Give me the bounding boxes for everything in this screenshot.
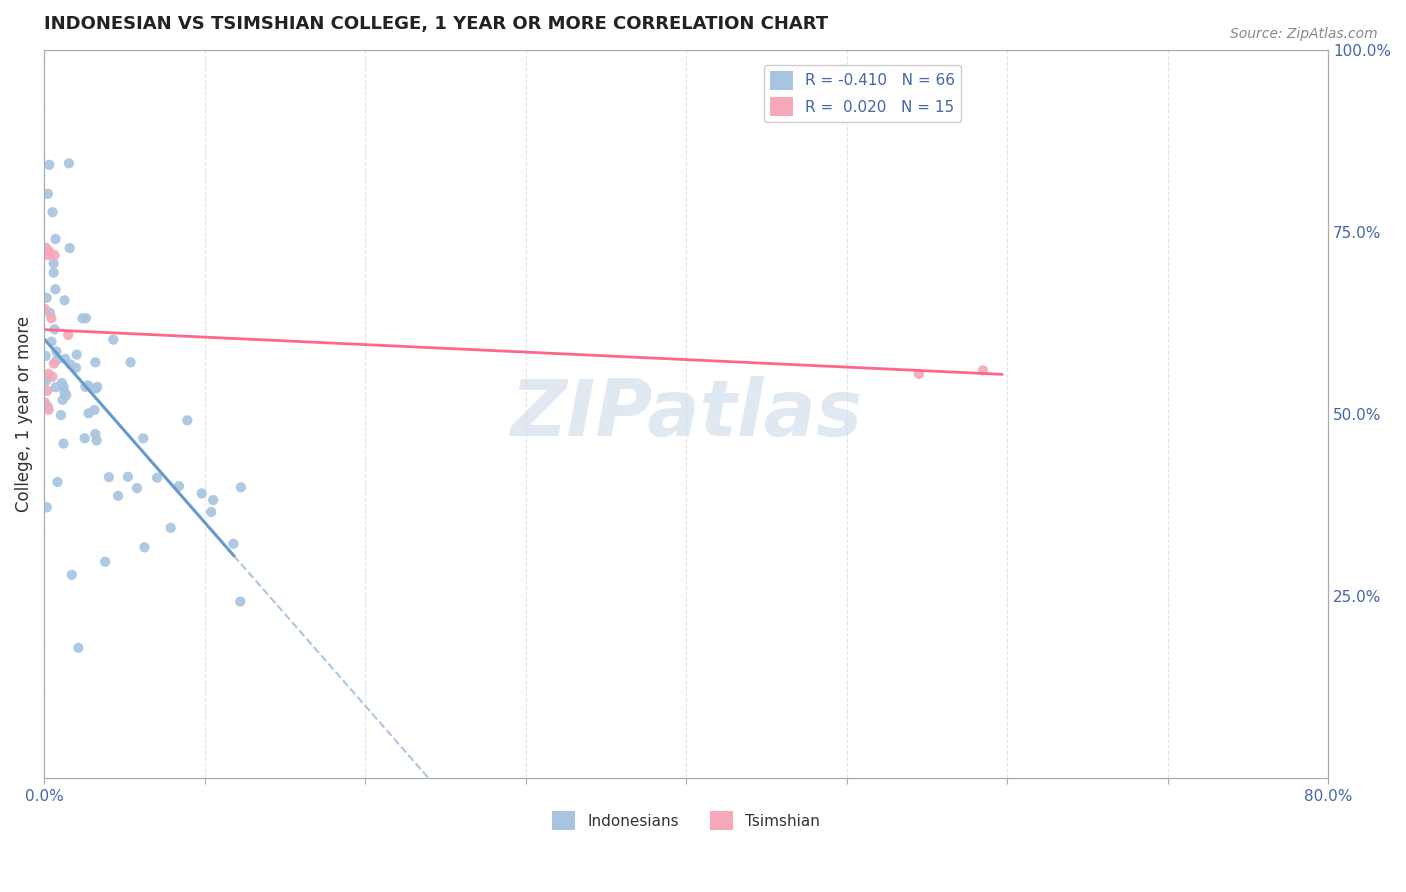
Point — [53, 351, 76, 366]
Point — [84, 427, 107, 442]
Point — [42, 266, 65, 280]
Point — [908, 367, 931, 381]
Point — [73, 431, 96, 445]
Point — [146, 471, 169, 485]
Point — [107, 489, 129, 503]
Point — [190, 486, 212, 500]
Point — [37, 186, 59, 201]
Point — [41, 311, 63, 326]
Point — [94, 555, 117, 569]
Point — [60, 567, 83, 582]
Point — [75, 380, 97, 394]
Point — [44, 282, 66, 296]
Point — [59, 358, 82, 372]
Point — [37, 384, 59, 398]
Y-axis label: College, 1 year or more: College, 1 year or more — [15, 316, 32, 512]
Point — [52, 380, 75, 394]
Point — [38, 158, 60, 172]
Point — [35, 500, 58, 515]
Point — [49, 408, 72, 422]
Point — [38, 244, 60, 259]
Point — [45, 344, 67, 359]
Point — [37, 399, 59, 413]
Point — [44, 248, 66, 262]
Point — [35, 241, 58, 255]
Point — [58, 156, 80, 170]
Point — [45, 380, 67, 394]
Point — [38, 306, 60, 320]
Point — [75, 311, 97, 326]
Point — [34, 395, 56, 409]
Point — [34, 301, 56, 316]
Point — [66, 348, 89, 362]
Point — [159, 521, 181, 535]
Text: INDONESIAN VS TSIMSHIAN COLLEGE, 1 YEAR OR MORE CORRELATION CHART: INDONESIAN VS TSIMSHIAN COLLEGE, 1 YEAR … — [44, 15, 828, 33]
Point — [41, 369, 63, 384]
Point — [222, 537, 245, 551]
Point — [59, 241, 82, 255]
Point — [52, 392, 75, 407]
Point — [120, 355, 142, 369]
Text: Source: ZipAtlas.com: Source: ZipAtlas.com — [1230, 27, 1378, 41]
Point — [42, 357, 65, 371]
Point — [51, 376, 73, 390]
Point — [229, 594, 252, 608]
Point — [42, 256, 65, 270]
Point — [176, 413, 198, 427]
Point — [67, 640, 90, 655]
Point — [35, 374, 58, 388]
Point — [41, 205, 63, 219]
Point — [38, 367, 60, 381]
Point — [35, 291, 58, 305]
Point — [41, 334, 63, 349]
Point — [53, 385, 76, 400]
Point — [72, 311, 94, 326]
Point — [53, 293, 76, 308]
Point — [77, 406, 100, 420]
Point — [117, 469, 139, 483]
Legend: Indonesians, Tsimshian: Indonesians, Tsimshian — [547, 805, 825, 836]
Point — [972, 363, 994, 377]
Point — [44, 322, 66, 336]
Point — [84, 355, 107, 369]
Point — [103, 333, 125, 347]
Point — [132, 431, 155, 445]
Point — [84, 382, 107, 396]
Point — [55, 388, 77, 402]
Point — [37, 248, 59, 262]
Point — [125, 481, 148, 495]
Point — [229, 480, 252, 494]
Point — [134, 541, 156, 555]
Point — [65, 360, 87, 375]
Point — [86, 380, 108, 394]
Point — [83, 403, 105, 417]
Text: ZIPatlas: ZIPatlas — [510, 376, 862, 452]
Point — [45, 353, 67, 368]
Point — [77, 378, 100, 392]
Point — [97, 470, 120, 484]
Point — [35, 349, 58, 363]
Point — [200, 505, 222, 519]
Point — [46, 475, 69, 489]
Point — [167, 479, 190, 493]
Point — [44, 232, 66, 246]
Point — [86, 434, 108, 448]
Point — [52, 436, 75, 450]
Point — [38, 402, 60, 417]
Point — [56, 328, 79, 343]
Point — [202, 493, 225, 508]
